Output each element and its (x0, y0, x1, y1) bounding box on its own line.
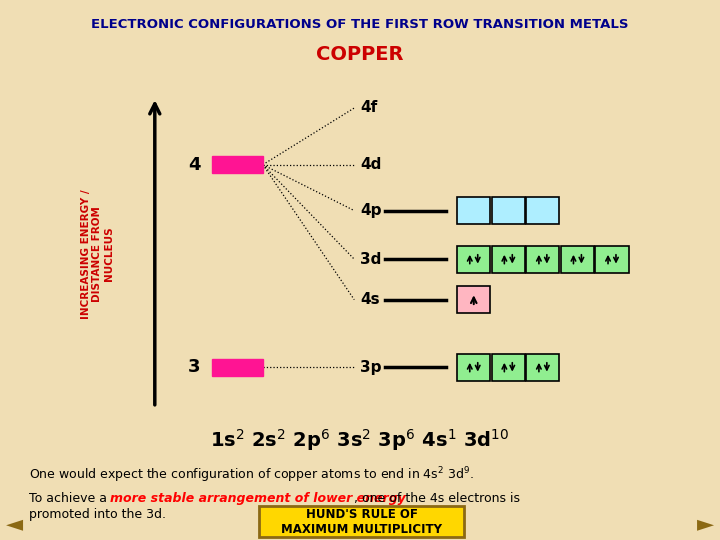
Text: ►: ► (697, 514, 714, 534)
Text: promoted into the 3d.: promoted into the 3d. (29, 508, 166, 521)
Text: 4f: 4f (360, 100, 377, 116)
Bar (526, 197, 559, 224)
Text: To achieve a: To achieve a (29, 492, 111, 505)
Text: 4p: 4p (360, 203, 382, 218)
Bar (492, 197, 525, 224)
Text: 3d: 3d (360, 252, 382, 267)
Text: , one of the 4s electrons is: , one of the 4s electrons is (354, 492, 520, 505)
Bar (526, 354, 559, 381)
Bar (457, 354, 490, 381)
Text: COPPER: COPPER (316, 44, 404, 64)
Text: more stable arrangement of lower energy: more stable arrangement of lower energy (110, 492, 406, 505)
Text: INCREASING ENERGY /
DISTANCE FROM
NUCLEUS: INCREASING ENERGY / DISTANCE FROM NUCLEU… (81, 189, 114, 319)
Bar (457, 286, 490, 313)
Text: HUND'S RULE OF
MAXIMUM MULTIPLICITY: HUND'S RULE OF MAXIMUM MULTIPLICITY (282, 508, 442, 536)
Bar (561, 246, 594, 273)
Bar (492, 354, 525, 381)
Bar (212, 359, 263, 376)
Text: 3p: 3p (360, 360, 382, 375)
Bar (457, 197, 490, 224)
Bar (526, 246, 559, 273)
Bar (595, 246, 629, 273)
Bar (259, 506, 464, 537)
Bar (212, 156, 263, 173)
Text: 4s: 4s (360, 292, 379, 307)
Text: 4d: 4d (360, 157, 382, 172)
Text: 3: 3 (188, 358, 201, 376)
Text: 4: 4 (188, 156, 201, 174)
Text: ◄: ◄ (6, 514, 23, 534)
Text: One would expect the configuration of copper atoms to end in 4s$^2$ 3d$^9$.: One would expect the configuration of co… (29, 465, 474, 485)
Bar (492, 246, 525, 273)
Text: 1s$^2$ 2s$^2$ 2p$^6$ 3s$^2$ 3p$^6$ 4s$^1$ 3d$^{10}$: 1s$^2$ 2s$^2$ 2p$^6$ 3s$^2$ 3p$^6$ 4s$^1… (210, 427, 510, 453)
Text: ELECTRONIC CONFIGURATIONS OF THE FIRST ROW TRANSITION METALS: ELECTRONIC CONFIGURATIONS OF THE FIRST R… (91, 18, 629, 31)
Bar (457, 246, 490, 273)
